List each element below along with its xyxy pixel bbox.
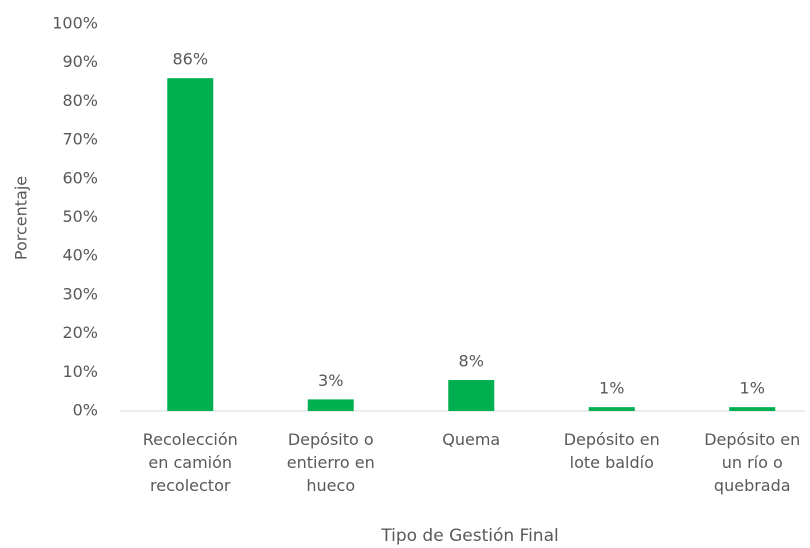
- y-tick-label: 20%: [62, 323, 98, 342]
- y-tick-label: 0%: [73, 401, 98, 420]
- data-label: 8%: [459, 352, 484, 371]
- x-tick-label: Quema: [442, 430, 501, 449]
- y-tick-label: 90%: [62, 52, 98, 71]
- bar: [588, 407, 635, 411]
- bar: [448, 380, 495, 411]
- x-tick-label: Depósito en lote baldío: [563, 430, 660, 472]
- data-label: 3%: [318, 371, 343, 390]
- y-tick-label: 40%: [62, 246, 98, 265]
- y-tick-label: 80%: [62, 91, 98, 110]
- x-tick-label: Depósito en un río o quebrada: [704, 430, 801, 495]
- bar: [729, 407, 776, 411]
- x-tick-label: Depósito o entierro en hueco: [286, 430, 375, 495]
- y-tick-label: 30%: [62, 284, 98, 303]
- bar: [307, 399, 354, 411]
- y-tick-label: 60%: [62, 168, 98, 187]
- y-tick-label: 70%: [62, 130, 98, 149]
- data-label: 86%: [172, 50, 208, 69]
- bar: [167, 78, 214, 412]
- x-tick-label: Recolección en camión recolector: [142, 430, 238, 495]
- y-tick-label: 100%: [52, 14, 98, 33]
- y-tick-label: 50%: [62, 207, 98, 226]
- x-axis-title: Tipo de Gestión Final: [380, 526, 558, 546]
- data-label: 1%: [599, 379, 624, 398]
- y-tick-label: 10%: [62, 362, 98, 381]
- y-axis-title: Porcentaje: [12, 176, 31, 260]
- data-label: 1%: [740, 379, 765, 398]
